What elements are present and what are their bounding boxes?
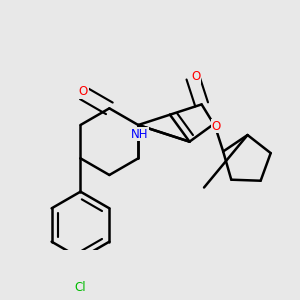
Text: Cl: Cl xyxy=(75,281,86,294)
Text: O: O xyxy=(191,70,200,83)
Text: NH: NH xyxy=(131,128,148,141)
Text: O: O xyxy=(211,120,220,133)
Text: O: O xyxy=(79,85,88,98)
